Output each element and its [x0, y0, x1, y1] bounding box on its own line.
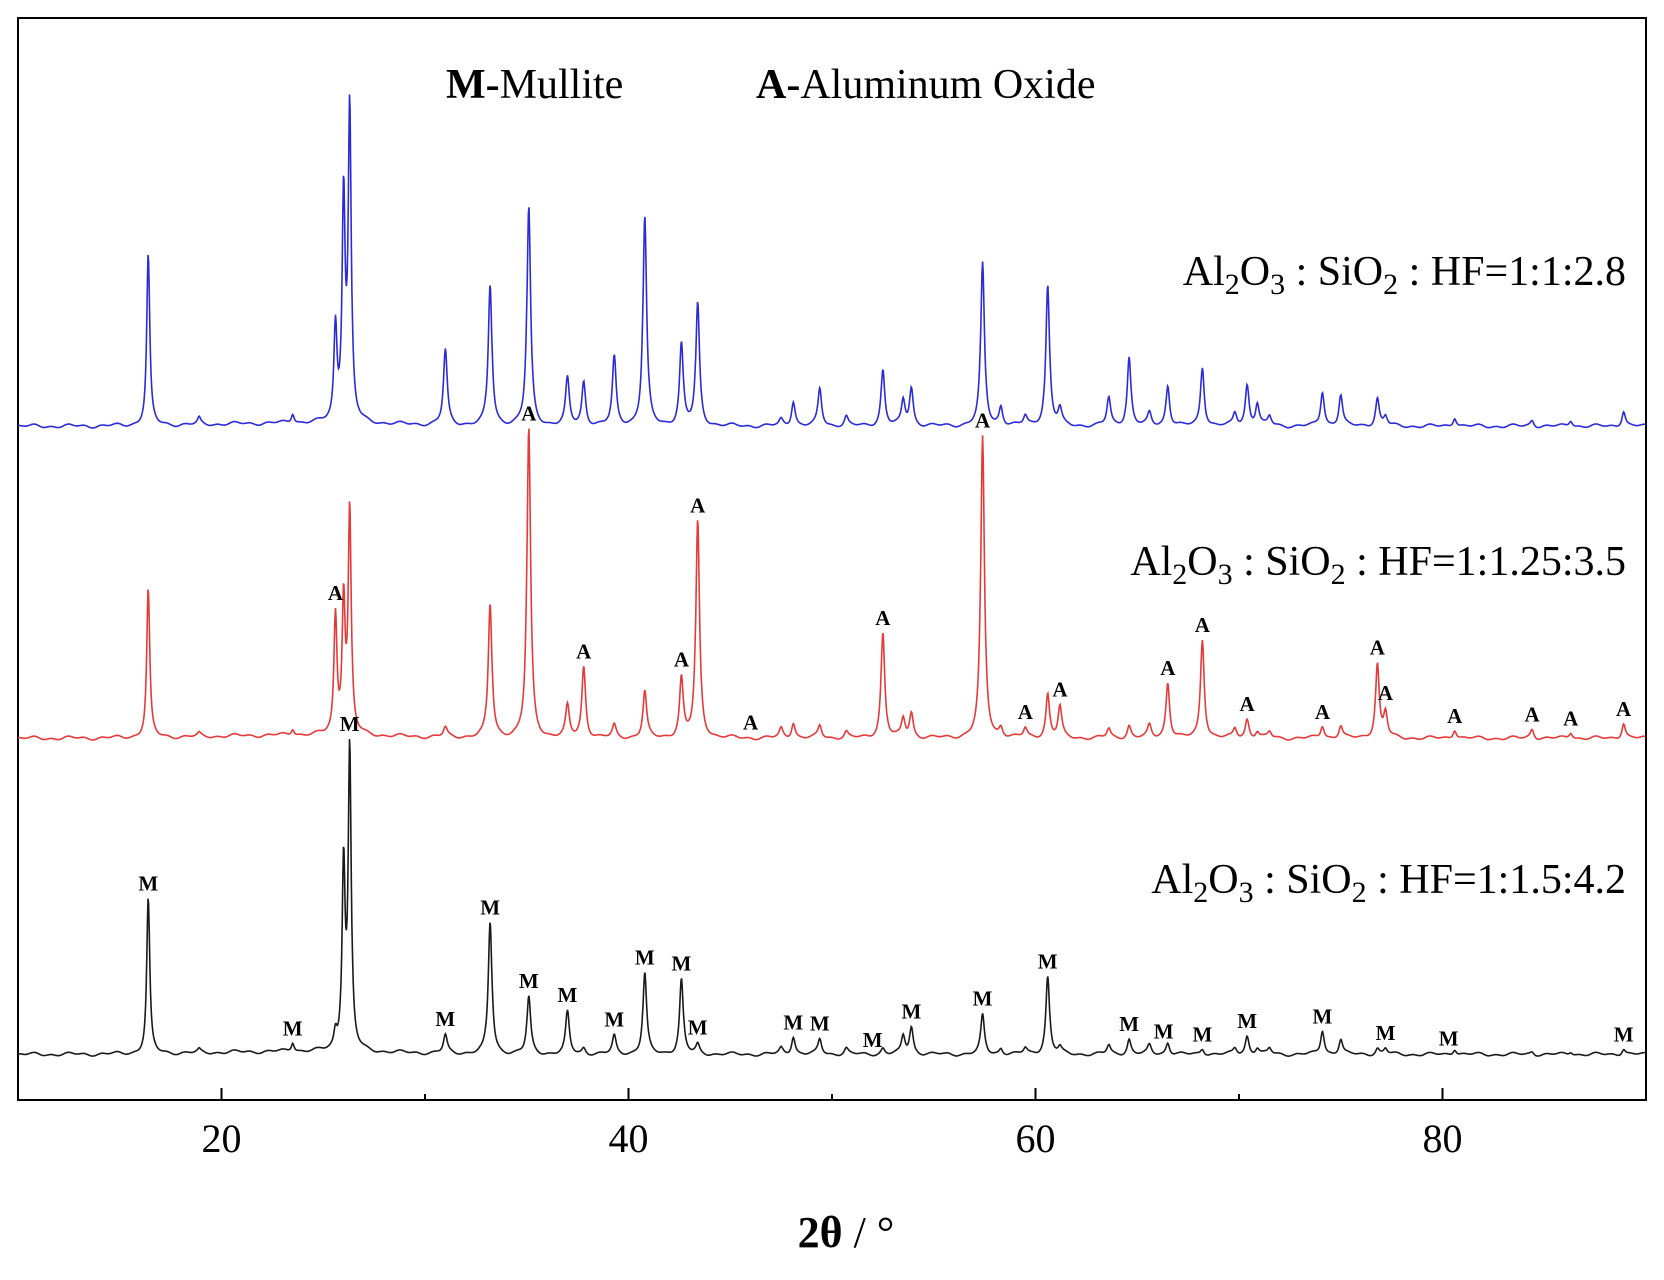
- peak-marker: A: [1378, 681, 1394, 705]
- series-label-part: 2: [1331, 558, 1346, 591]
- peak-marker: M: [863, 1028, 883, 1052]
- peak-marker: M: [1038, 950, 1058, 974]
- peak-marker: A: [1563, 707, 1579, 731]
- series-label-part: Al: [1151, 857, 1193, 903]
- x-tick-label: 60: [1016, 1116, 1056, 1161]
- peak-marker: M: [519, 969, 539, 993]
- series-label-blue: Al2O3 : SiO2 : HF=1:1:2.8: [1183, 249, 1626, 301]
- peak-marker: A: [674, 647, 690, 671]
- peak-marker: M: [1237, 1009, 1257, 1033]
- peak-marker: M: [558, 983, 578, 1007]
- peak-marker: M: [901, 1000, 921, 1024]
- peak-marker: M: [1439, 1027, 1459, 1051]
- x-tick-label: 80: [1423, 1116, 1463, 1161]
- legend-separator: -: [786, 62, 800, 108]
- peak-marker: M: [1313, 1005, 1333, 1029]
- series-label-red: Al2O3 : SiO2 : HF=1:1.25:3.5: [1130, 539, 1626, 591]
- peak-marker: A: [690, 493, 706, 517]
- legend-entry-mullite: M-Mullite: [446, 62, 623, 108]
- x-axis-title-symbol: 2θ: [798, 1208, 843, 1257]
- peak-marker: A: [1052, 678, 1068, 702]
- peak-marker: A: [1240, 692, 1256, 716]
- legend-symbol-m: M: [446, 62, 486, 108]
- series-label-part: Al: [1183, 249, 1225, 295]
- series-label-part: 2: [1193, 876, 1208, 909]
- peak-marker: M: [340, 712, 360, 736]
- legend-entry-aluminum-oxide: A-Aluminum Oxide: [756, 62, 1096, 108]
- peak-marker: M: [604, 1007, 624, 1031]
- series-label-part: : SiO: [1254, 857, 1352, 903]
- peak-marker: A: [521, 402, 537, 426]
- peak-marker: A: [975, 408, 991, 432]
- x-tick-label: 20: [202, 1116, 242, 1161]
- peak-marker: A: [1315, 700, 1331, 724]
- peak-marker: M: [1119, 1012, 1139, 1036]
- series-label-part: 3: [1218, 558, 1233, 591]
- peak-marker: M: [688, 1015, 708, 1039]
- series-label-part: : HF=1:1:2.8: [1398, 249, 1626, 295]
- peak-marker: M: [783, 1011, 803, 1035]
- peak-marker: A: [328, 581, 344, 605]
- peak-marker: A: [743, 711, 759, 735]
- series-label-part: 3: [1270, 268, 1285, 301]
- series-line: [17, 428, 1646, 741]
- series-label-part: O: [1187, 539, 1217, 585]
- peak-marker: A: [1370, 636, 1386, 660]
- peak-marker: M: [671, 951, 691, 975]
- series-line: [17, 739, 1646, 1058]
- peak-marker: M: [138, 872, 158, 896]
- series-label-part: : SiO: [1233, 539, 1331, 585]
- x-axis-title-unit: / °: [843, 1208, 895, 1257]
- x-tick-label: 40: [609, 1116, 649, 1161]
- series-label-part: : SiO: [1285, 249, 1383, 295]
- series-label-part: 2: [1172, 558, 1187, 591]
- series-label-part: : HF=1:1.25:3.5: [1346, 539, 1626, 585]
- series-traces: [17, 94, 1646, 1058]
- peak-marker: M: [435, 1007, 455, 1031]
- series-label-part: 2: [1383, 268, 1398, 301]
- legend: M-Mullite A-Aluminum Oxide: [446, 62, 1096, 108]
- legend-symbol-a: A: [756, 62, 787, 108]
- series-label-part: Al: [1130, 539, 1172, 585]
- legend-separator: -: [486, 62, 500, 108]
- peak-marker: M: [480, 896, 500, 920]
- series-line: [18, 94, 1646, 429]
- peak-marker: A: [875, 606, 891, 630]
- peak-marker: M: [1154, 1019, 1174, 1043]
- series-label-part: O: [1240, 249, 1270, 295]
- peak-marker: A: [1018, 700, 1034, 724]
- peak-marker: M: [283, 1016, 303, 1040]
- series-label-part: O: [1208, 857, 1238, 903]
- peak-marker: M: [1376, 1021, 1396, 1045]
- series-label-black: Al2O3 : SiO2 : HF=1:1.5:4.2: [1151, 857, 1626, 909]
- series-label-part: : HF=1:1.5:4.2: [1367, 857, 1626, 903]
- peak-marker: M: [1614, 1023, 1634, 1047]
- peak-marker: M: [1192, 1023, 1212, 1047]
- legend-name-mullite: Mullite: [500, 62, 624, 108]
- legend-name-aluminum-oxide: Aluminum Oxide: [800, 62, 1095, 108]
- peak-marker: A: [1195, 613, 1211, 637]
- x-axis-title: 2θ / °: [798, 1208, 895, 1257]
- series-label-part: 2: [1352, 876, 1367, 909]
- peak-marker: A: [1616, 697, 1632, 721]
- series-label-part: 3: [1239, 876, 1254, 909]
- peak-marker: M: [635, 946, 655, 970]
- series-label-part: 2: [1225, 268, 1240, 301]
- peak-marker: A: [1160, 656, 1176, 680]
- peak-marker: M: [973, 986, 993, 1010]
- x-axis: 20 40 60 80: [202, 1088, 1463, 1161]
- peak-marker: A: [1447, 704, 1463, 728]
- peak-marker: A: [576, 639, 592, 663]
- peak-marker: A: [1524, 703, 1540, 727]
- peak-marker: M: [810, 1012, 830, 1036]
